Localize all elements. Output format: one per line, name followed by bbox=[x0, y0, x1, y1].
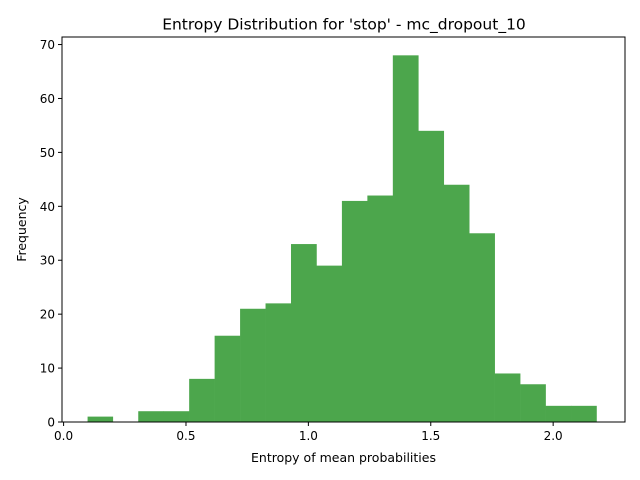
histogram-bar bbox=[443, 184, 470, 422]
histogram-bar bbox=[520, 384, 546, 422]
x-tick-label: 2.0 bbox=[544, 429, 563, 443]
histogram-bar bbox=[290, 244, 317, 422]
x-tick-label: 0.5 bbox=[176, 429, 195, 443]
x-tick-label: 0.0 bbox=[54, 429, 73, 443]
histogram-bar bbox=[265, 303, 292, 422]
y-tick-label: 20 bbox=[40, 308, 55, 322]
histogram-bar bbox=[545, 405, 572, 422]
histogram-bar bbox=[163, 411, 190, 422]
histogram-bar bbox=[571, 405, 597, 422]
histogram-bar bbox=[341, 200, 368, 422]
y-tick-label: 30 bbox=[40, 254, 55, 268]
chart-title: Entropy Distribution for 'stop' - mc_dro… bbox=[162, 16, 526, 35]
y-tick-label: 0 bbox=[47, 416, 55, 430]
ticks-group: 0.0 0.5 1.0 1.5 2.0 0 10 20 30 40 50 60 70 bbox=[40, 38, 563, 443]
histogram-bar bbox=[240, 308, 266, 422]
bars-group bbox=[87, 55, 597, 422]
histogram-bar bbox=[214, 335, 241, 422]
y-tick-label: 40 bbox=[40, 200, 55, 214]
y-tick-label: 50 bbox=[40, 146, 55, 160]
y-axis-label: Frequency bbox=[14, 197, 29, 262]
histogram-bar bbox=[87, 416, 114, 422]
y-tick-label: 70 bbox=[40, 38, 55, 52]
x-axis-label: Entropy of mean probabilities bbox=[251, 450, 436, 465]
histogram-bar bbox=[367, 195, 394, 422]
histogram-bar bbox=[138, 411, 165, 422]
y-tick-label: 10 bbox=[40, 362, 55, 376]
histogram-bar bbox=[316, 265, 343, 422]
histogram-bar bbox=[494, 373, 521, 422]
x-tick-label: 1.0 bbox=[299, 429, 318, 443]
histogram-bar bbox=[392, 55, 419, 422]
histogram-bar bbox=[189, 378, 215, 422]
histogram-bar bbox=[418, 130, 445, 422]
histogram-bar bbox=[469, 233, 495, 422]
plot-frame bbox=[61, 36, 626, 423]
y-tick-label: 60 bbox=[40, 92, 55, 106]
x-tick-label: 1.5 bbox=[421, 429, 440, 443]
